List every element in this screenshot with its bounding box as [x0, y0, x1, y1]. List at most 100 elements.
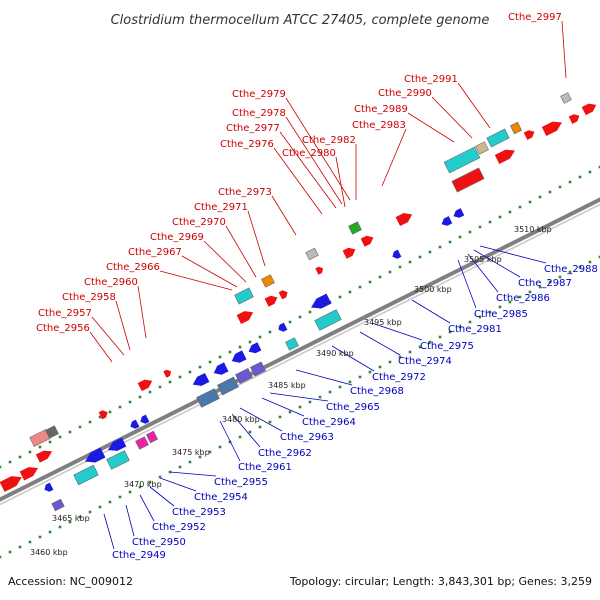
- kbp-tick-label: 3465 kbp: [52, 514, 90, 523]
- gene-label-bottom: Cthe_2974: [398, 356, 452, 367]
- ruler-dot-inner: [508, 300, 512, 304]
- leader-line-bottom: [295, 369, 353, 386]
- gene-feature: [45, 425, 59, 439]
- gene-label-bottom: Cthe_2962: [258, 448, 312, 459]
- gene-feature: [196, 388, 220, 408]
- gene-feature-body: [106, 450, 130, 470]
- ruler-dot-outer: [398, 265, 402, 269]
- gene-feature: [146, 430, 158, 444]
- kbp-ticks-layer: 3460 kbp 3465 kbp 3470 kbp 3475 kbp 3480 kbp…: [30, 225, 552, 557]
- gene-feature: [163, 369, 172, 378]
- ruler-dot-inner: [178, 465, 182, 469]
- gene-feature-body: [85, 447, 106, 463]
- ruler-dot-outer: [448, 240, 452, 244]
- gene-label-top: Cthe_2991: [404, 74, 458, 85]
- gene-label-top: Cthe_2967: [128, 247, 182, 258]
- ruler-dot-inner: [8, 550, 12, 554]
- gene-label-top: Cthe_2980: [282, 148, 336, 159]
- leader-line-bottom: [479, 245, 547, 264]
- ruler-dot-inner: [448, 330, 452, 334]
- gene-feature: [234, 287, 254, 305]
- leader-line-top: [181, 255, 238, 288]
- gene-feature: [475, 141, 489, 155]
- ruler-dot-outer: [218, 355, 222, 359]
- gene-feature: [494, 149, 515, 164]
- gene-feature-body: [140, 414, 150, 424]
- ruler-dot-outer: [478, 225, 482, 229]
- ruler-dot-inner: [568, 270, 572, 274]
- gene-feature-body: [213, 362, 229, 375]
- gene-label-bottom: Cthe_2986: [496, 293, 550, 304]
- ruler-dot-inner: [298, 405, 302, 409]
- kbp-tick-label: 3460 kbp: [30, 548, 68, 557]
- ruler-dot-outer: [308, 310, 312, 314]
- gene-label-top: Cthe_2966: [106, 262, 160, 273]
- ruler-dot-outer: [538, 195, 542, 199]
- gene-feature-body: [443, 146, 481, 174]
- gene-feature-body: [441, 216, 453, 226]
- ruler-dot-outer: [248, 340, 252, 344]
- ruler-dot-outer: [158, 385, 162, 389]
- ruler-dot-outer: [98, 415, 102, 419]
- leader-line-bottom: [371, 322, 423, 341]
- gene-label-top: Cthe_2973: [218, 187, 272, 198]
- ruler-dot-inner: [538, 285, 542, 289]
- gene-feature-body: [278, 290, 288, 300]
- gene-label-bottom: Cthe_2968: [350, 386, 404, 397]
- gene-label-top: Cthe_2978: [232, 108, 286, 119]
- gene-feature: [217, 376, 239, 396]
- gene-feature: [395, 213, 413, 227]
- gene-feature-body: [305, 247, 319, 261]
- ruler-dot-outer: [558, 185, 562, 189]
- gene-feature: [342, 247, 356, 259]
- gene-feature-body: [314, 309, 342, 331]
- leader-line-top: [335, 156, 346, 208]
- leader-line-top: [247, 210, 266, 267]
- ruler-dot-inner: [138, 485, 142, 489]
- gene-feature-body: [45, 425, 59, 439]
- gene-label-bottom: Cthe_2949: [112, 550, 166, 561]
- ruler-dot-inner: [248, 430, 252, 434]
- gene-label-top: Cthe_2971: [194, 202, 248, 213]
- leader-line-bottom: [269, 392, 329, 402]
- ruler-dot-inner: [98, 505, 102, 509]
- ruler-dot-inner: [0, 555, 2, 559]
- gene-label-bottom: Cthe_2954: [194, 492, 248, 503]
- gene-label-bottom: Cthe_2964: [302, 417, 356, 428]
- ruler-dot-outer: [468, 230, 472, 234]
- gene-feature-body: [107, 437, 127, 451]
- ruler-dot-inner: [488, 310, 492, 314]
- ruler-dot-inner: [468, 320, 472, 324]
- ruler-dot-outer: [578, 175, 582, 179]
- leader-line-bottom: [261, 397, 305, 417]
- leader-line-top: [91, 316, 125, 356]
- ruler-dot-inner: [158, 475, 162, 479]
- gene-label-top: Cthe_2958: [62, 292, 116, 303]
- gene-feature: [278, 290, 288, 300]
- ruler-dot-outer: [288, 320, 292, 324]
- gene-feature: [231, 350, 247, 363]
- ruler-dot-inner: [118, 495, 122, 499]
- ruler-dot-outer: [368, 280, 372, 284]
- figure-title: Clostridium thermocellum ATCC 27405, com…: [111, 13, 490, 28]
- ruler-dot-outer: [348, 290, 352, 294]
- kbp-tick-label: 3505 kbp: [464, 255, 502, 264]
- ruler-dot-outer: [588, 170, 592, 174]
- gene-feature-body: [146, 430, 158, 444]
- ruler-dot-inner: [208, 450, 212, 454]
- ruler-dot-inner: [428, 340, 432, 344]
- ruler-dot-outer: [498, 215, 502, 219]
- gene-feature: [140, 414, 150, 424]
- gene-label-top: Cthe_2982: [302, 135, 356, 146]
- gene-feature-body: [342, 247, 356, 259]
- gene-label-top: Cthe_2957: [38, 308, 92, 319]
- ruler-dot-inner: [308, 400, 312, 404]
- ruler-dot-inner: [108, 500, 112, 504]
- gene-feature: [523, 130, 535, 140]
- gene-feature-body: [278, 322, 288, 332]
- kbp-tick-label: 3490 kbp: [316, 349, 354, 358]
- leader-line-top: [381, 128, 407, 187]
- ruler-dot-inner: [268, 420, 272, 424]
